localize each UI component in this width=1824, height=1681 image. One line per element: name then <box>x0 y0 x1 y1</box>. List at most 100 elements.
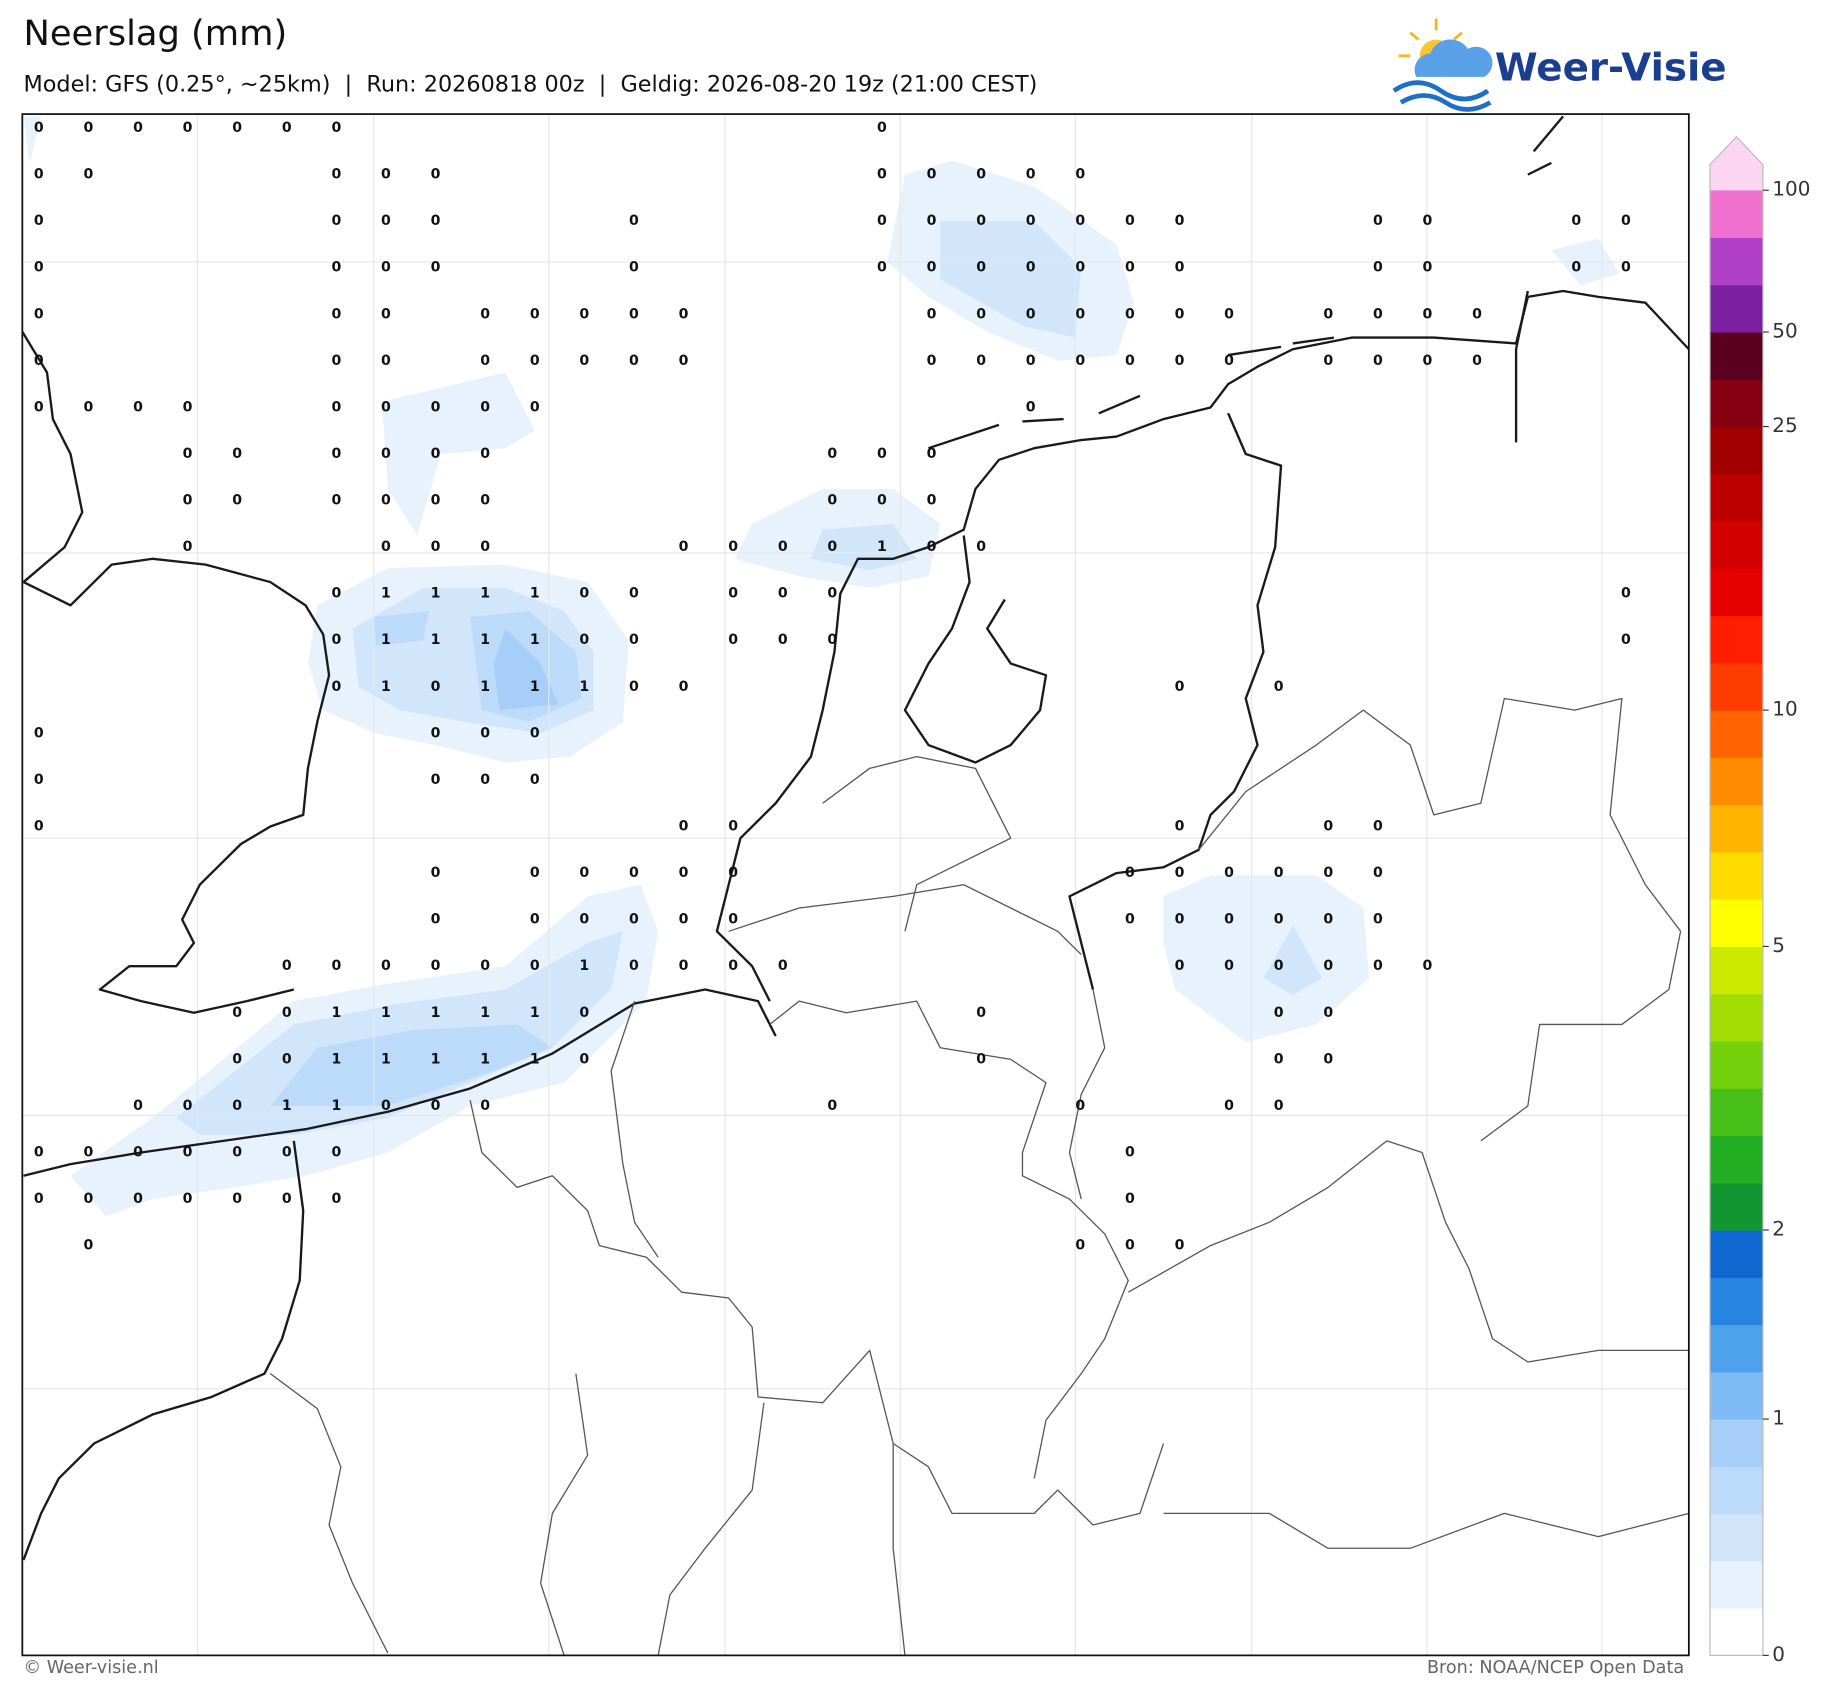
grid-value: 0 <box>282 958 292 974</box>
colorbar-bin <box>1710 899 1763 948</box>
colorbar-bin <box>1710 1419 1763 1467</box>
grid-value: 0 <box>480 399 490 415</box>
grid-value: 0 <box>877 167 887 183</box>
border <box>469 1099 1165 1526</box>
grid-value: 1 <box>381 1005 391 1021</box>
grid-value: 0 <box>579 632 589 648</box>
grid-value: 0 <box>431 679 441 695</box>
grid-value: 0 <box>530 912 540 928</box>
grid-value: 1 <box>331 1051 341 1067</box>
grid-value: 0 <box>976 1051 986 1067</box>
grid-value: 0 <box>1075 213 1085 229</box>
grid-value: 0 <box>579 586 589 602</box>
grid-value: 0 <box>381 399 391 415</box>
grid-value: 0 <box>679 306 689 322</box>
precip-area <box>381 372 535 536</box>
grid-value: 0 <box>629 353 639 369</box>
grid-value: 0 <box>282 120 292 136</box>
colorbar-bin <box>1710 1608 1763 1656</box>
grid-value: 0 <box>1125 306 1135 322</box>
grid-value: 1 <box>530 1051 540 1067</box>
grid-value: 0 <box>530 399 540 415</box>
grid-value: 0 <box>1323 306 1333 322</box>
grid-value: 0 <box>431 399 441 415</box>
grid-value: 1 <box>530 1005 540 1021</box>
grid-value: 0 <box>1075 353 1085 369</box>
subtitle: Model: GFS (0.25°, ~25km) | Run: 2026081… <box>24 72 1038 98</box>
colorbar-tick-label: 10 <box>1772 698 1797 721</box>
grid-value: 0 <box>927 353 937 369</box>
grid-value: 0 <box>431 772 441 788</box>
grid-value: 0 <box>927 167 937 183</box>
grid-value: 0 <box>579 306 589 322</box>
grid-value: 0 <box>1621 586 1631 602</box>
grid-value: 0 <box>976 539 986 555</box>
grid-value: 0 <box>629 912 639 928</box>
grid-value: 0 <box>431 958 441 974</box>
grid-value: 0 <box>728 958 738 974</box>
grid-value: 1 <box>480 586 490 602</box>
colorbar-bin <box>1710 1466 1763 1515</box>
grid-value: 0 <box>83 1238 93 1254</box>
grid-value: 0 <box>232 1005 242 1021</box>
grid-value: 0 <box>282 1051 292 1067</box>
colorbar-bin <box>1710 615 1763 664</box>
colorbar-bin <box>1710 473 1763 522</box>
coastline <box>22 1140 305 1561</box>
colorbar-bin <box>1710 1182 1763 1231</box>
grid-value: 0 <box>331 1191 341 1207</box>
precip-area <box>493 628 559 711</box>
grid-value: 1 <box>431 1005 441 1021</box>
grid-value: 0 <box>232 493 242 509</box>
colorbar-bin <box>1710 568 1763 617</box>
grid-value: 0 <box>331 446 341 462</box>
grid-value: 0 <box>431 539 441 555</box>
grid-value: 0 <box>183 399 193 415</box>
grid-value: 0 <box>530 772 540 788</box>
grid-value: 0 <box>1175 260 1185 276</box>
grid-value: 0 <box>381 446 391 462</box>
grid-value: 0 <box>1423 306 1433 322</box>
colorbar-bin <box>1710 1277 1763 1326</box>
grid-value: 0 <box>877 260 887 276</box>
precip-area <box>940 221 1082 338</box>
grid-value: 0 <box>381 306 391 322</box>
grid-value: 0 <box>34 819 44 835</box>
grid-value: 0 <box>1175 865 1185 881</box>
grid-value: 1 <box>431 1051 441 1067</box>
grid-value: 0 <box>480 958 490 974</box>
grid-value: 0 <box>1274 1098 1284 1114</box>
grid-value: 0 <box>1224 912 1234 928</box>
footer-right: Bron: NOAA/NCEP Open Data <box>1427 1658 1684 1678</box>
grid-value: 0 <box>1423 353 1433 369</box>
colorbar-bin <box>1710 1040 1763 1089</box>
border <box>610 756 1082 1258</box>
grid-value: 0 <box>34 1191 44 1207</box>
grid-value: 0 <box>480 539 490 555</box>
colorbar-tick-label: 25 <box>1772 414 1797 437</box>
colorbar-tick-label: 50 <box>1772 320 1797 343</box>
grid-value: 0 <box>232 1051 242 1067</box>
grid-value: 0 <box>1125 353 1135 369</box>
grid-value: 0 <box>976 306 986 322</box>
colorbar-bin <box>1710 851 1763 900</box>
grid-value: 0 <box>1323 353 1333 369</box>
grid-value: 0 <box>1472 353 1482 369</box>
grid-value: 0 <box>629 260 639 276</box>
grid-value: 0 <box>431 260 441 276</box>
grid-value: 0 <box>133 1145 143 1161</box>
grid-value: 0 <box>728 632 738 648</box>
precip-area <box>1263 925 1323 996</box>
grid-value: 0 <box>1026 399 1036 415</box>
grid-value: 1 <box>381 586 391 602</box>
grid-value: 0 <box>1224 353 1234 369</box>
map: 0 0 0 0 0 0 0 0 0 0 0 0 0 0 0 0 0 0 0 0 0 0 0 0 0 0 0 0 0 0 0 0 0 0 0 0 0 0 0 0… <box>21 113 1690 1657</box>
grid-value: 0 <box>34 167 44 183</box>
grid-value: 0 <box>331 679 341 695</box>
grid-value: 1 <box>381 632 391 648</box>
grid-value: 0 <box>183 1191 193 1207</box>
colorbar-bin <box>1710 1230 1763 1278</box>
grid-value: 0 <box>877 120 887 136</box>
grid-value: 0 <box>1224 958 1234 974</box>
grid-value: 0 <box>1075 1098 1085 1114</box>
